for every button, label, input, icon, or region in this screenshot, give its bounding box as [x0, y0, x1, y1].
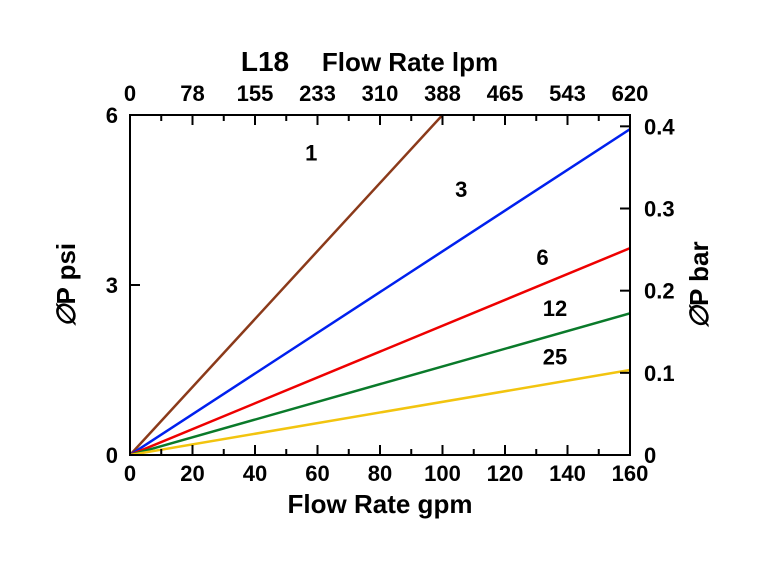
x-top-tick-label: 620	[612, 81, 649, 106]
x-bottom-axis-label: Flow Rate gpm	[288, 489, 473, 519]
y-right-tick-label: 0.1	[644, 361, 675, 386]
series-label: 1	[305, 140, 317, 165]
x-top-axis-label: Flow Rate lpm	[322, 47, 498, 77]
y-left-axis-label: ∅P psi	[51, 243, 81, 327]
series-label: 6	[536, 245, 548, 270]
y-left-tick-label: 3	[106, 273, 118, 298]
x-bottom-tick-label: 60	[305, 461, 329, 486]
y-right-tick-label: 0.2	[644, 279, 675, 304]
y-left-tick-label: 0	[106, 443, 118, 468]
x-top-tick-label: 233	[299, 81, 336, 106]
x-bottom-tick-label: 80	[368, 461, 392, 486]
series-label: 3	[455, 177, 467, 202]
x-top-tick-label: 78	[180, 81, 204, 106]
x-top-tick-label: 155	[237, 81, 274, 106]
pressure-flow-chart: 020406080100120140160Flow Rate gpm078155…	[0, 0, 768, 564]
series-label: 12	[543, 296, 567, 321]
x-top-tick-label: 543	[549, 81, 586, 106]
y-right-axis-label: ∅P bar	[684, 241, 714, 328]
x-top-tick-label: 465	[487, 81, 524, 106]
x-bottom-tick-label: 40	[243, 461, 267, 486]
x-bottom-tick-label: 100	[424, 461, 461, 486]
y-right-tick-label: 0.4	[644, 114, 675, 139]
y-right-tick-label: 0.3	[644, 197, 675, 222]
y-right-tick-label: 0	[644, 443, 656, 468]
x-bottom-tick-label: 140	[549, 461, 586, 486]
x-bottom-tick-label: 20	[180, 461, 204, 486]
chart-title-prefix: L18	[241, 46, 289, 77]
chart-svg: 020406080100120140160Flow Rate gpm078155…	[0, 0, 768, 564]
x-bottom-tick-label: 160	[612, 461, 649, 486]
x-bottom-tick-label: 0	[124, 461, 136, 486]
x-top-tick-label: 310	[362, 81, 399, 106]
x-top-tick-label: 0	[124, 81, 136, 106]
x-top-tick-label: 388	[424, 81, 461, 106]
x-bottom-tick-label: 120	[487, 461, 524, 486]
y-left-tick-label: 6	[106, 103, 118, 128]
series-label: 25	[543, 344, 567, 369]
